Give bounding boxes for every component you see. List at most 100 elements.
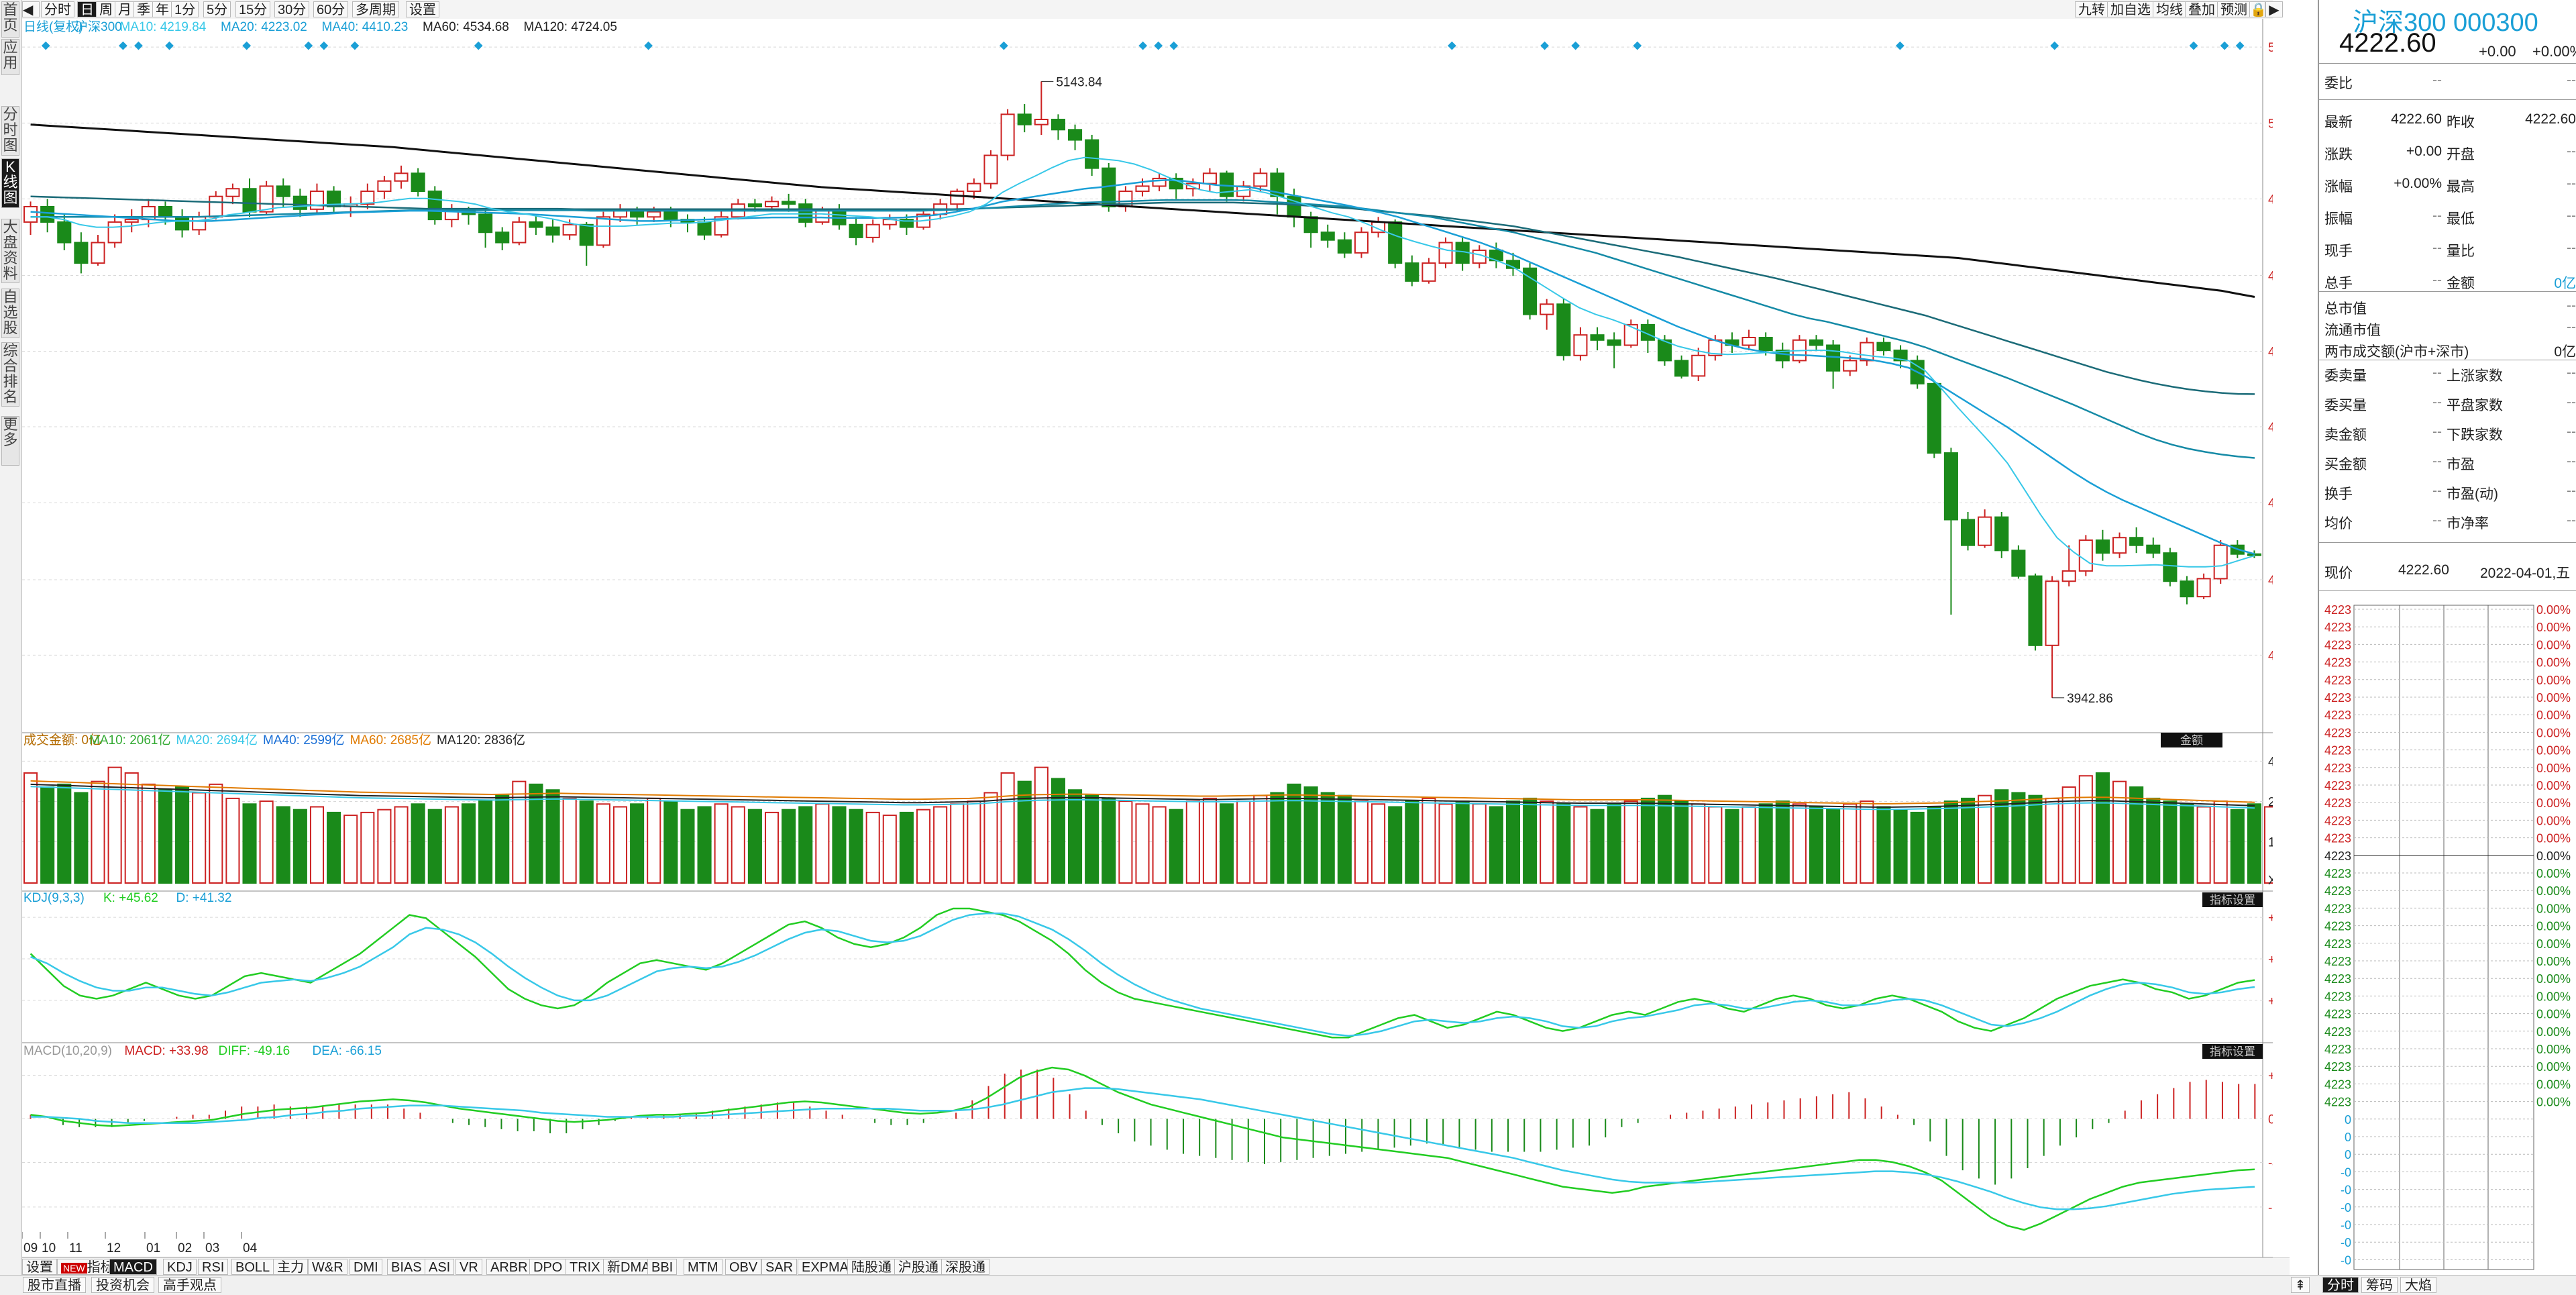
indicator-tab-17[interactable]: MTM [684,1259,722,1275]
settings-button[interactable]: 设置 [406,1,439,17]
panel-separator [2319,63,2576,64]
price-tick-label: 4618 [2268,346,2273,360]
month-label: 11 [69,1241,83,1255]
volume-bar [1657,794,1672,884]
indicator-tab-7[interactable]: W&R [308,1259,347,1275]
indicator-tab-23[interactable]: 深股通 [941,1259,989,1275]
volume-bar [1623,800,1638,884]
nav-more[interactable]: 更多 [1,416,19,466]
macd-legend-item: MACD: +33.98 [125,1044,209,1058]
arrow-right-icon[interactable]: ▶ [2265,1,2283,17]
nav-watchlist[interactable]: 自选股 [1,289,19,338]
volume-bar [1910,811,1925,884]
quote-row-2-label2: 开盘 [2447,147,2475,162]
candle-body [697,221,712,236]
quote-row-4-value2: -- [2567,208,2576,223]
volume-bar [1708,806,1723,884]
volume-bar [1741,806,1756,884]
nav-timeshare[interactable]: 分时图 [1,106,19,156]
right-tab-chips[interactable]: 筹码 [2361,1277,2398,1293]
period-multi[interactable]: 多周期 [352,1,399,17]
bottom-live-tab[interactable]: 股市直播 [23,1277,86,1293]
kline-chart[interactable]: 5143.84 3942.86 5211 5063 4915 4766 4618 4471 4… [21,19,2312,1263]
indicator-tab-2[interactable]: MACD [109,1259,157,1275]
volume-bar [630,803,645,884]
indicator-tab-10[interactable]: ASI [425,1259,455,1275]
quote-row-3-value: +0.00% [2394,176,2442,191]
indicator-tab-13[interactable]: DPO [529,1259,567,1275]
candle-body [1994,516,2009,552]
indicator-tab-0[interactable]: 设置 [22,1259,57,1275]
indicator-tab-18[interactable]: OBV [725,1259,762,1275]
volume-bar [1927,806,1941,884]
right-tab-flame[interactable]: 大焰 [2400,1277,2436,1293]
ma-button[interactable]: 均线 [2153,1,2186,17]
nav-ranking[interactable]: 综合排名 [1,342,19,407]
period-month[interactable]: 月 [115,1,135,17]
chart-svg[interactable]: 5143.84 3942.86 5211 5063 4915 4766 4618 4471 4… [21,19,2312,1258]
forecast-button[interactable]: 预测 [2217,1,2251,17]
overlay-button[interactable]: 叠加 [2185,1,2218,17]
nav-kline[interactable]: K线图 [1,158,19,208]
indicator-tab-9[interactable]: BIAS [387,1259,426,1275]
period-15min[interactable]: 15分 [235,1,271,17]
up-arrow-icon[interactable]: ⇞ [2291,1277,2310,1293]
period-timeshare[interactable]: 分时 [41,1,74,17]
candle-body [596,216,610,246]
indicator-tab-14[interactable]: TRIX [566,1259,604,1275]
period-60min[interactable]: 60分 [313,1,349,17]
main-legend-item: MA20: 4223.02 [221,20,307,34]
period-day[interactable]: 日 [77,1,97,17]
indicator-tab-11[interactable]: VR [455,1259,482,1275]
indicator-tab-6[interactable]: 主力 [273,1259,308,1275]
period-5min[interactable]: 5分 [203,1,231,17]
candle-body [529,221,543,228]
indicator-tab-22[interactable]: 沪股通 [894,1259,943,1275]
add-watchlist-button[interactable]: 加自选 [2107,1,2154,17]
nine-turn-button[interactable]: 九转 [2075,1,2108,17]
mini-chart-svg[interactable]: 4223 0.00% 4223 0.00% 4223 0.00% 4223 0.00% 4223… [2319,593,2576,1271]
period-1min[interactable]: 1分 [171,1,199,17]
indicator-tab-19[interactable]: SAR [761,1259,798,1275]
candle-body [1303,216,1318,234]
indicator-tab-5[interactable]: BOLL [231,1259,274,1275]
period-quarter[interactable]: 季 [133,1,154,17]
volume-bar [1809,806,1824,884]
period-30min[interactable]: 30分 [274,1,310,17]
bottom-opportunity-tab[interactable]: 投资机会 [91,1277,154,1293]
indicator-tab-15[interactable]: 新DMA [603,1259,655,1275]
nav-market-info[interactable]: 大盘资料 [1,219,19,283]
indicator-tab-12[interactable]: ARBR [486,1259,532,1275]
nav-apps[interactable]: 应用 [1,39,19,75]
quote-row-0-label: 委比 [2324,76,2353,91]
indicator-tab-3[interactable]: KDJ [163,1259,197,1275]
breadth-row-5-label: 均价 [2324,516,2353,531]
candle-body [2028,575,2043,646]
quote-row-2-value: +0.00 [2406,144,2442,159]
indicator-tab-21[interactable]: 陆股通 [847,1259,896,1275]
breadth-row-1-label2: 平盘家数 [2447,398,2503,413]
volume-bar [23,772,38,884]
indicator-tab-16[interactable]: BBI [647,1259,678,1275]
quote-row-6-value2: 0亿 [2554,276,2576,291]
indicator-tab-20[interactable]: EXPMA [798,1259,853,1275]
volume-bar [57,783,72,884]
quote-row-1-label: 最新 [2324,115,2353,130]
volume-bar [899,811,914,884]
indicator-tab-4[interactable]: RSI [198,1259,229,1275]
mini-right-label: 0.00% [2536,709,2571,722]
indicator-tab-8[interactable]: DMI [350,1259,382,1275]
arrow-left-icon[interactable]: ◀ [22,1,40,17]
period-week[interactable]: 周 [96,1,116,17]
mini-right-label: 0.00% [2536,1043,2571,1056]
quote-row-3-label2: 最高 [2447,179,2475,195]
quote-row-6-value: -- [2432,272,2442,288]
breadth-row-2: 卖金额 -- 下跌家数 -- [2324,419,2576,446]
bottom-expert-tab[interactable]: 高手观点 [158,1277,221,1293]
right-tab-timeshare[interactable]: 分时 [2322,1277,2359,1293]
volume-bar [2045,797,2059,884]
period-year[interactable]: 年 [152,1,172,17]
nav-home[interactable]: 首页 [1,1,19,38]
quote-row-6-label2: 金额 [2447,276,2475,291]
lock-icon[interactable]: 🔒 [2249,1,2267,17]
